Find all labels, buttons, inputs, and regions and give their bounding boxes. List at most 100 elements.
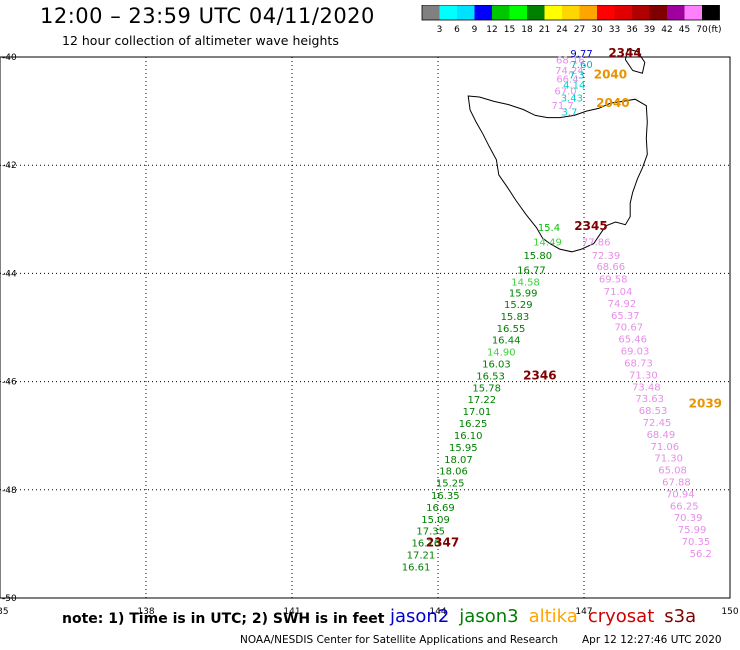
legend-altika: altika: [528, 606, 578, 627]
scale-tick-label: 42: [661, 25, 672, 35]
wave-height-label: 65.37: [611, 311, 640, 322]
scale-tick-label: 9: [472, 25, 478, 35]
credit-line: NOAA/NESDIS Center for Satellite Applica…: [240, 634, 558, 646]
wave-height-label: 18.07: [444, 455, 473, 466]
scale-swatch: [509, 5, 527, 20]
scale-tick-label: 21: [539, 25, 550, 35]
wave-height-label: 15.95: [449, 443, 478, 454]
scale-swatch: [684, 5, 702, 20]
scale-swatch: [527, 5, 545, 20]
wave-height-label: 70.94: [666, 489, 695, 500]
legend-jason2: jason2: [390, 606, 450, 627]
lat-tick-label: -46: [2, 378, 17, 388]
wave-height-label: 66.25: [670, 501, 699, 512]
wave-height-label: 65.46: [618, 335, 647, 346]
wave-height-label: 14.49: [533, 237, 562, 248]
pass-time-label: 2347: [426, 536, 459, 550]
wave-height-label: 3.43: [561, 93, 583, 104]
wave-height-label: 65.08: [658, 466, 687, 477]
wave-height-label: 16.10: [454, 431, 483, 442]
wave-height-label: 56.2: [690, 549, 712, 560]
scale-swatch: [439, 5, 457, 20]
pass-time-label: 2344: [608, 46, 641, 60]
scale-swatch: [702, 5, 720, 20]
lat-tick-label: -48: [2, 486, 17, 496]
wave-height-label: 16.44: [492, 336, 521, 347]
scale-swatch: [632, 5, 650, 20]
legend-cryosat: cryosat: [587, 606, 655, 627]
map-subtitle: 12 hour collection of altimeter wave hei…: [62, 33, 339, 48]
scale-tick-label: 18: [521, 25, 533, 35]
lon-tick-label: 135: [0, 607, 9, 617]
wave-height-label: 16.25: [459, 419, 488, 430]
lon-tick-label: 150: [721, 607, 738, 617]
wave-height-label: 18.06: [439, 467, 468, 478]
scale-tick-label: 30: [591, 25, 603, 35]
wave-height-label: 17.01: [463, 407, 492, 418]
wave-height-label: 15.09: [421, 515, 450, 526]
scale-tick-label: 33: [609, 25, 620, 35]
scale-swatch: [474, 5, 492, 20]
wave-height-label: 68.66: [596, 262, 625, 273]
wave-height-label: 68.73: [624, 358, 653, 369]
wave-height-label: 17.22: [467, 395, 496, 406]
lon-tick-label: 144: [429, 607, 446, 617]
scale-tick-label: 3: [437, 25, 443, 35]
pass-time-label: 2346: [523, 368, 556, 382]
wave-height-label: 4.14: [563, 80, 585, 91]
wave-height-label: 67.0: [554, 86, 576, 97]
scale-tick-label: 27: [574, 25, 585, 35]
wave-height-label: 9.77: [570, 49, 592, 60]
scale-swatch: [649, 5, 667, 20]
wave-height-label: 69.58: [599, 275, 628, 286]
scale-swatch: [614, 5, 632, 20]
wave-height-label: 15.80: [523, 251, 552, 262]
wave-height-label: 72.45: [643, 418, 672, 429]
wave-height-label: 17.21: [407, 551, 436, 562]
wave-height-label: 71.04: [604, 287, 633, 298]
wave-height-label: 77.86: [582, 237, 611, 248]
scale-tick-label: 45: [679, 25, 690, 35]
wave-height-label: 70.67: [614, 323, 643, 334]
scale-swatch: [422, 5, 440, 20]
wave-height-label: 16.35: [431, 491, 460, 502]
wave-height-label: 70.39: [674, 513, 703, 524]
scale-swatch: [667, 5, 685, 20]
color-scale: 3 6 9 12 15 18 21 24 27 30 33 36 39 42 45 70 (ft): [421, 5, 722, 35]
wave-height-label: 16.77: [517, 265, 546, 276]
scale-tick-label: 6: [454, 25, 460, 35]
scale-swatch: [457, 5, 475, 20]
wave-height-label: 68.53: [639, 406, 668, 417]
lon-tick-label: 147: [575, 607, 592, 617]
legend-jason3: jason3: [459, 606, 519, 627]
wave-height-label: 15.29: [504, 300, 533, 311]
wave-height-label: 69.03: [621, 347, 650, 358]
wave-height-label: 7.3: [569, 71, 585, 82]
tasmania-coastline: [467, 95, 648, 253]
wave-height-label: 15.78: [472, 383, 501, 394]
lon-tick-label: 141: [283, 607, 300, 617]
scale-tick-label: 12: [486, 25, 497, 35]
wave-height-label: 73.48: [632, 382, 661, 393]
wave-height-label: 68.49: [647, 430, 676, 441]
scale-tick-label: 36: [626, 25, 638, 35]
wave-height-label: 15.25: [436, 479, 465, 490]
map-title: 12:00 – 23:59 UTC 04/11/2020: [40, 4, 375, 28]
pass-time-label: 2039: [689, 397, 722, 411]
wave-height-label: 71.06: [650, 442, 679, 453]
wave-height-label: 16.61: [402, 562, 431, 573]
satellite-legend: jason2 jason3 altika cryosat s3a: [390, 606, 706, 627]
wave-height-label: 73.63: [635, 394, 664, 405]
scale-swatch: [492, 5, 510, 20]
generation-timestamp: Apr 12 12:27:46 UTC 2020: [582, 634, 722, 646]
scale-swatch: [579, 5, 597, 20]
scale-swatch: [597, 5, 615, 20]
wave-height-label: 3.7: [561, 107, 577, 118]
scale-tick-label: 24: [556, 25, 568, 35]
wave-height-label: 15.4: [538, 223, 560, 234]
wave-height-label: 71.7: [551, 101, 573, 112]
wave-height-label: 16.76: [412, 539, 441, 550]
legend-s3a: s3a: [664, 606, 697, 627]
scale-tick-label: 15: [504, 25, 515, 35]
